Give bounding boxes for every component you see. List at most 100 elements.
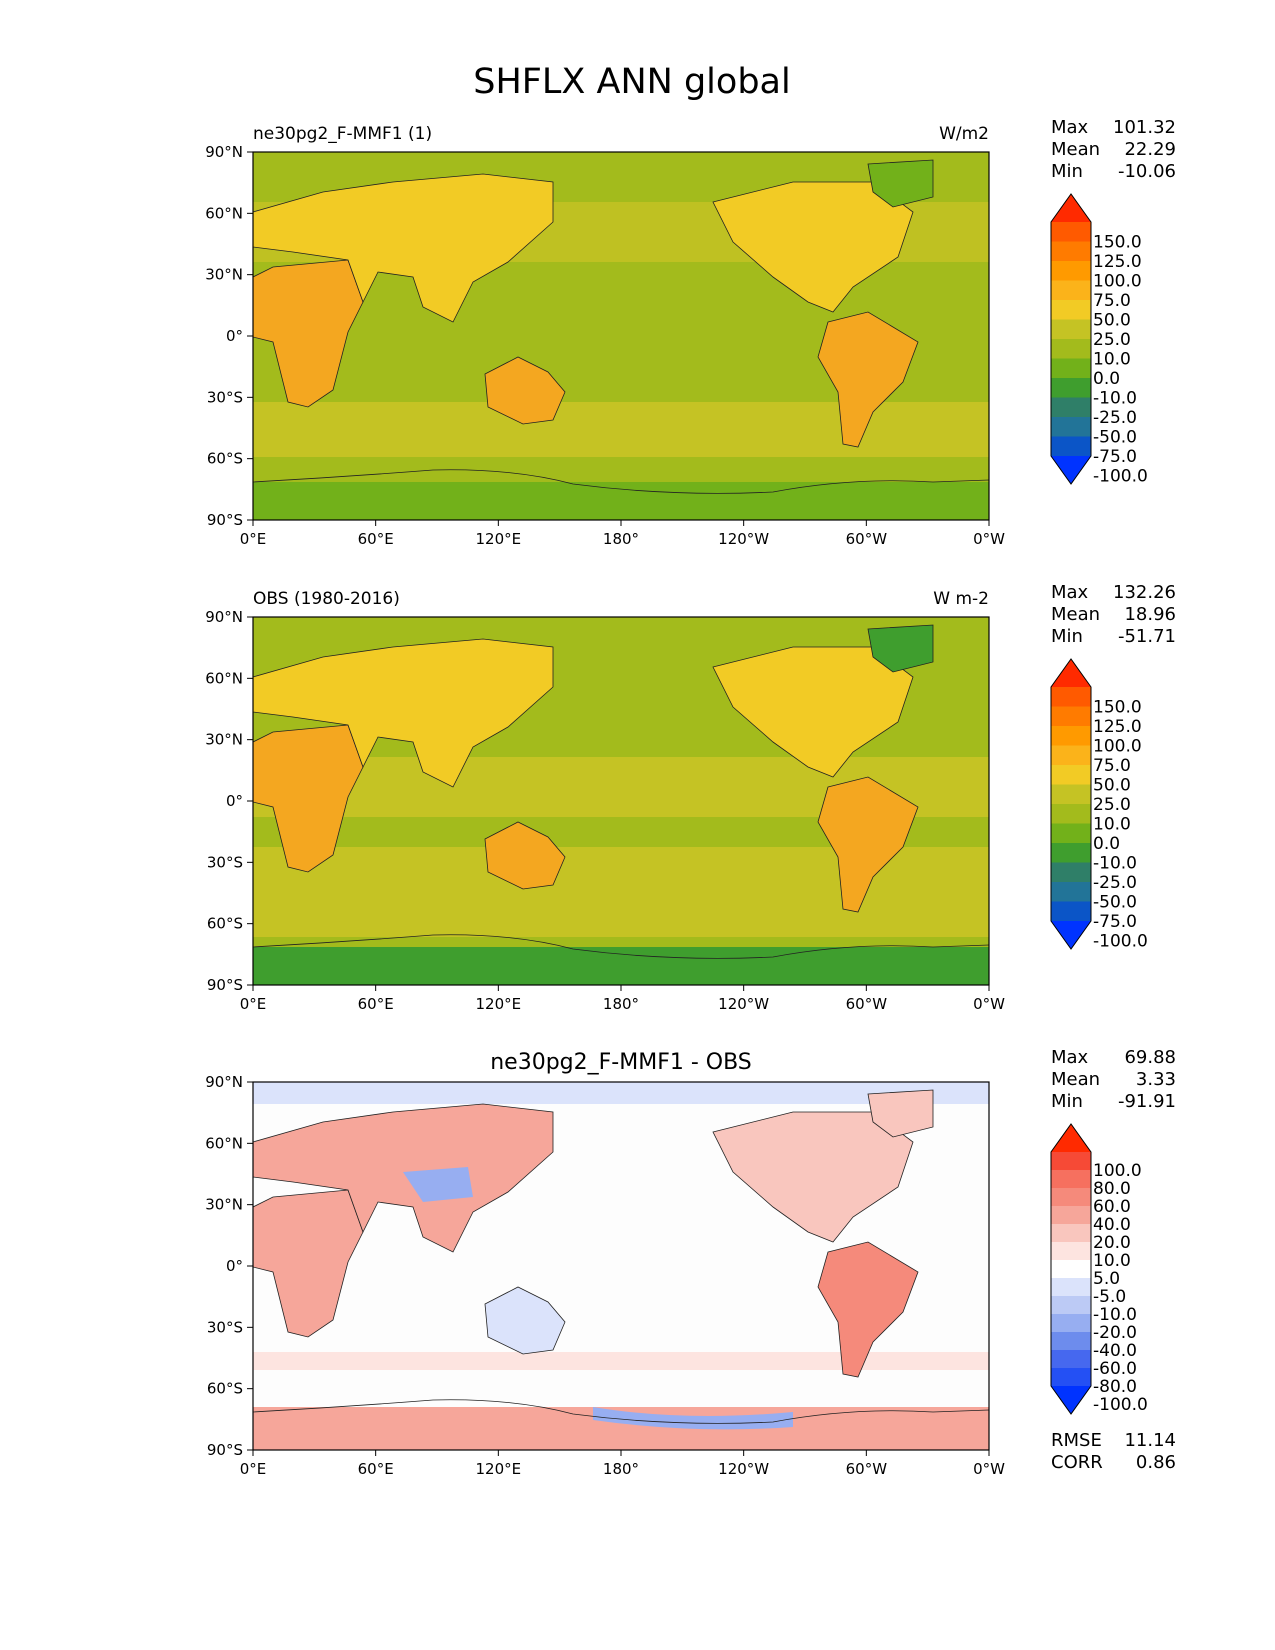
- north-america-land: [712, 181, 914, 313]
- greenland-land: [867, 1089, 934, 1138]
- lat-tick-label: 30°S: [207, 1318, 243, 1336]
- lon-tick-label: 120°W: [718, 995, 769, 1013]
- lon-tick-label: 180°: [603, 995, 639, 1013]
- lat-axis-diff: 90°N 60°N 30°N 0° 30°S 60°S 90°S: [205, 1073, 253, 1459]
- colorbar-label: 10.0: [1093, 1251, 1131, 1271]
- australia-land: [484, 1286, 566, 1355]
- colorbar-segment: [1051, 397, 1091, 418]
- metrics-diff: RMSE 11.14 CORR 0.86: [1051, 1430, 1176, 1473]
- colorbar-segment: [1051, 339, 1091, 360]
- colorbar-label: 25.0: [1093, 795, 1131, 815]
- ross-sea-negative: [593, 1407, 793, 1430]
- colorbar-label: -100.0: [1093, 467, 1148, 487]
- stat-label: Min: [1051, 1091, 1083, 1112]
- lon-tick-label: 0°E: [240, 1460, 267, 1478]
- stat-label: Min: [1051, 161, 1083, 182]
- lon-tick-label: 60°W: [846, 995, 888, 1013]
- map-frame-obs: [252, 616, 990, 986]
- colorbar-label: -5.0: [1093, 1287, 1126, 1307]
- colorbar-segment: [1051, 745, 1091, 766]
- south-america-land: [817, 1241, 919, 1378]
- colorbar-segment: [1051, 436, 1091, 457]
- colorbar-segment: [1051, 280, 1091, 301]
- colorbar-segment: [1051, 804, 1091, 825]
- colorbar-outline: [1050, 658, 1092, 950]
- lon-tick-label: 120°W: [718, 530, 769, 548]
- lat-tick-label: 0°: [226, 792, 243, 810]
- colorbar-segment: [1051, 300, 1091, 321]
- antarctica-coast: [253, 469, 989, 494]
- colorbar-label: 75.0: [1093, 756, 1131, 776]
- colorbar-segment: [1051, 1350, 1091, 1369]
- colorbar-outline: [1050, 1123, 1092, 1415]
- colorbar-segment: [1051, 882, 1091, 903]
- eurasia-land: [253, 638, 554, 788]
- lat-tick-label: 30°N: [205, 1196, 243, 1214]
- colorbar-segment: [1051, 901, 1091, 922]
- colorbar-label: 0.0: [1093, 834, 1120, 854]
- colorbar-segment: [1051, 1206, 1091, 1225]
- lon-tick-label: 60°E: [358, 530, 394, 548]
- lat-tick-label: 30°S: [207, 388, 243, 406]
- greenland-land: [867, 624, 934, 673]
- lat-tick-label: 0°: [226, 1257, 243, 1275]
- panel-diff: ne30pg2_F-MMF1 - OBS 90°N 60°N 30°N 0° 30°S 6…: [205, 1047, 1176, 1478]
- map-frame-diff: [252, 1081, 990, 1451]
- lat-tick-label: 60°N: [205, 1134, 243, 1152]
- colorbar-label: 125.0: [1093, 252, 1142, 272]
- colorbar-segment: [1051, 784, 1091, 805]
- lon-tick-label: 180°: [603, 530, 639, 548]
- colorbar-label: 100.0: [1093, 737, 1142, 757]
- arctic-band: [253, 1082, 989, 1104]
- lat-tick-label: 60°S: [207, 450, 243, 468]
- stats-model: Max 101.32 Mean 22.29 Min -10.06: [1051, 117, 1176, 182]
- colorbar-label: -40.0: [1093, 1341, 1137, 1361]
- colorbar-label: 40.0: [1093, 1215, 1131, 1235]
- colorbar-label: -60.0: [1093, 1359, 1137, 1379]
- lon-tick-label: 180°: [603, 1460, 639, 1478]
- lon-tick-label: 0°W: [973, 995, 1005, 1013]
- colorbar-label: -20.0: [1093, 1323, 1137, 1343]
- australia-land: [484, 821, 566, 890]
- colorbar-segment: [1051, 1296, 1091, 1315]
- figure-title: SHFLX ANN global: [473, 62, 790, 102]
- colorbar-label: -10.0: [1093, 854, 1137, 874]
- lat-tick-label: 90°N: [205, 1073, 243, 1091]
- colorbar-label: 150.0: [1093, 698, 1142, 718]
- eurasia-land: [253, 173, 554, 323]
- colorbar-extend-min: [1051, 1386, 1091, 1414]
- colorbar-extend-max: [1051, 194, 1091, 222]
- lon-axis-obs: 0°E 60°E 120°E 180° 120°W 60°W 0°W: [240, 985, 1005, 1013]
- antarctica-coast: [253, 1399, 989, 1424]
- lon-tick-label: 60°W: [846, 530, 888, 548]
- lat-tick-label: 60°N: [205, 669, 243, 687]
- colorbar-label: -75.0: [1093, 912, 1137, 932]
- colorbar-label: 25.0: [1093, 330, 1131, 350]
- stat-value: 3.33: [1136, 1069, 1176, 1090]
- colorbar-label: 50.0: [1093, 776, 1131, 796]
- colorbar-segment: [1051, 765, 1091, 786]
- colorbar-model: 150.0125.0100.075.050.025.010.00.0-10.0-…: [1050, 193, 1148, 487]
- colorbar-segment: [1051, 823, 1091, 844]
- stats-obs: Max 132.26 Mean 18.96 Min -51.71: [1051, 582, 1176, 647]
- colorbar-segment: [1051, 1170, 1091, 1189]
- metric-label: RMSE: [1051, 1430, 1102, 1451]
- colorbar-label: -10.0: [1093, 1305, 1137, 1325]
- stat-label: Min: [1051, 626, 1083, 647]
- panel-title-diff: ne30pg2_F-MMF1 - OBS: [490, 1050, 752, 1075]
- lat-tick-label: 90°S: [207, 1441, 243, 1459]
- lat-tick-label: 30°N: [205, 731, 243, 749]
- southern-ocean-band: [253, 1352, 989, 1370]
- colorbar-segment: [1051, 1368, 1091, 1387]
- units-model: W/m2: [939, 124, 989, 144]
- colorbar-segment: [1051, 862, 1091, 883]
- tibet-negative: [403, 1167, 473, 1202]
- stat-label: Mean: [1051, 604, 1100, 625]
- colorbar-label: 80.0: [1093, 1179, 1131, 1199]
- colorbar-label: -80.0: [1093, 1377, 1137, 1397]
- colorbar-segment: [1051, 241, 1091, 262]
- south-america-land: [817, 776, 919, 913]
- colorbar-label: 5.0: [1093, 1269, 1120, 1289]
- lat-axis-model: 90°N 60°N 30°N 0° 30°S 60°S 90°S: [205, 143, 253, 529]
